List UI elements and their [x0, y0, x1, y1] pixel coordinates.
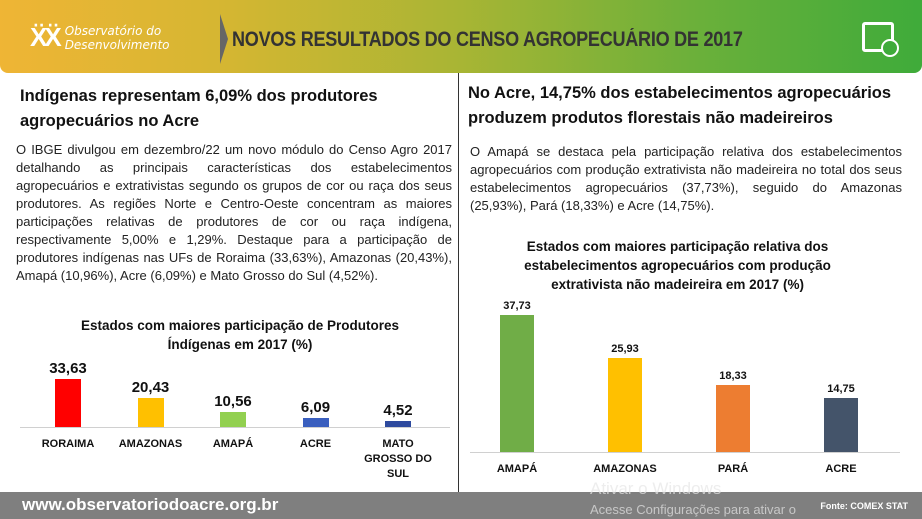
logo-people-icon: ẌẌ: [30, 22, 62, 52]
bar-mato-grosso-do-sul: [385, 420, 411, 427]
bar-amapá: [220, 411, 246, 427]
column-divider: [458, 73, 459, 492]
right-chart-title: Estados com maiores participação relativ…: [524, 239, 831, 292]
bar-roraima: [55, 378, 81, 427]
watermark-line2: Acesse Configurações para ativar o: [590, 502, 796, 517]
data-label: 18,33: [719, 370, 747, 383]
logo-line2: Desenvolvimento: [64, 37, 170, 52]
category-label: ACRE: [825, 463, 857, 475]
left-chart-title: Estados com maiores participação de Prod…: [80, 318, 400, 352]
left-body: O IBGE divulgou em dezembro/22 um novo m…: [16, 142, 452, 283]
right-body: O Amapá se destaca pela participação rel…: [470, 144, 902, 213]
header-banner: ẌẌ Observatório do Desenvolvimento NOVOS …: [0, 0, 922, 73]
bar-acre: [302, 418, 329, 427]
logo-line1: Observatório do: [64, 23, 162, 38]
bar-amazonas: [608, 357, 642, 452]
category-label: ACRE: [299, 438, 332, 450]
data-label: 25,93: [611, 342, 639, 355]
x-axis: [20, 427, 450, 428]
x-axis: [470, 452, 900, 453]
footer: www.observatoriodoacre.org.br Fonte: COM…: [0, 492, 922, 519]
data-label: 20,43: [131, 378, 170, 396]
page-title: NOVOS RESULTADOS DO CENSO AGROPECUÁRIO D…: [232, 28, 743, 51]
category-label: MATO GROSSO DO SUL: [364, 438, 432, 480]
data-label: 10,56: [214, 392, 252, 410]
category-label: AMAZONAS: [118, 438, 183, 450]
arrow-separator-icon: [220, 14, 228, 64]
category-label: AMAPÁ: [212, 438, 254, 450]
bar-amapá: [500, 315, 534, 452]
logo: ẌẌ Observatório do Desenvolvimento: [30, 22, 170, 53]
data-label: 4,52: [383, 401, 413, 419]
bar-pará: [716, 385, 750, 452]
category-label: AMAZONAS: [593, 463, 657, 475]
data-label: 33,63: [49, 359, 87, 377]
bar-acre: [824, 398, 858, 452]
data-label: 37,73: [503, 300, 531, 313]
watermark-line1: Ativar o Windows: [590, 479, 722, 498]
right-heading: No Acre, 14,75% dos estabelecimentos agr…: [468, 84, 892, 127]
website-link[interactable]: www.observatoriodoacre.org.br: [22, 495, 279, 514]
category-label: RORAIMA: [41, 438, 95, 450]
data-label: 6,09: [300, 399, 331, 417]
category-label: PARÁ: [717, 463, 749, 475]
data-label: 14,75: [827, 383, 855, 396]
category-label: AMAPÁ: [496, 463, 538, 475]
source-note: Fonte: COMEX STAT: [820, 501, 908, 511]
left-heading: Indígenas representam 6,09% dos produtor…: [20, 87, 378, 130]
calendar-check-icon: [862, 22, 899, 57]
bar-amazonas: [137, 397, 164, 427]
